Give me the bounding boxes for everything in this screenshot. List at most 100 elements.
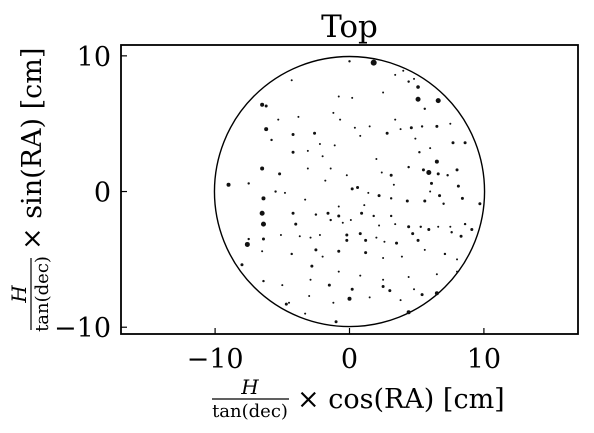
data-points bbox=[227, 60, 482, 324]
data-point bbox=[359, 135, 361, 137]
data-point bbox=[314, 248, 317, 251]
data-point bbox=[408, 276, 410, 278]
data-point bbox=[304, 313, 306, 315]
data-point bbox=[285, 303, 288, 306]
data-point bbox=[337, 250, 340, 253]
data-point bbox=[345, 233, 348, 236]
data-point bbox=[413, 288, 415, 290]
data-point bbox=[307, 150, 309, 152]
data-point bbox=[313, 132, 316, 135]
data-point bbox=[437, 226, 439, 228]
data-point bbox=[247, 182, 249, 184]
data-point bbox=[388, 289, 391, 292]
data-point bbox=[247, 238, 249, 240]
data-point bbox=[429, 191, 431, 193]
data-point bbox=[394, 74, 396, 76]
data-point bbox=[372, 215, 374, 217]
data-point bbox=[417, 239, 420, 242]
data-point bbox=[324, 180, 326, 182]
data-point bbox=[442, 203, 444, 205]
data-point bbox=[383, 241, 385, 243]
data-point bbox=[342, 222, 344, 224]
data-point bbox=[299, 235, 301, 237]
data-point bbox=[292, 212, 295, 215]
data-point bbox=[414, 138, 416, 140]
data-point bbox=[348, 297, 352, 301]
data-point bbox=[326, 212, 329, 215]
data-point bbox=[307, 167, 309, 169]
data-point bbox=[410, 126, 413, 129]
x-tick-label: −10 bbox=[187, 344, 244, 375]
data-point bbox=[328, 284, 331, 287]
data-point bbox=[435, 125, 438, 128]
data-point bbox=[413, 78, 415, 80]
data-point bbox=[227, 183, 231, 187]
y-axis-label: H tan(dec) × sin(RA) [cm] bbox=[7, 48, 53, 332]
y-tick-label: 10 bbox=[77, 42, 111, 73]
data-point bbox=[339, 119, 341, 121]
data-point bbox=[407, 310, 411, 314]
data-point bbox=[420, 226, 422, 228]
data-point bbox=[274, 190, 276, 192]
data-point bbox=[261, 250, 263, 252]
data-point bbox=[351, 187, 354, 190]
data-point bbox=[369, 125, 371, 127]
data-point bbox=[382, 279, 384, 281]
data-point bbox=[423, 200, 426, 203]
data-point bbox=[378, 194, 381, 197]
data-point bbox=[456, 271, 458, 273]
data-point bbox=[390, 215, 392, 217]
data-point bbox=[262, 280, 264, 282]
data-point bbox=[337, 214, 340, 217]
data-point bbox=[390, 197, 392, 199]
data-point bbox=[400, 299, 402, 301]
data-point bbox=[367, 192, 369, 194]
data-point bbox=[470, 228, 473, 231]
data-point bbox=[310, 265, 313, 268]
data-point bbox=[401, 256, 403, 258]
data-point bbox=[345, 239, 348, 242]
data-point bbox=[421, 125, 423, 127]
data-point bbox=[294, 223, 297, 226]
data-point bbox=[364, 239, 367, 242]
data-point bbox=[240, 263, 243, 266]
data-point bbox=[435, 160, 439, 164]
data-point bbox=[437, 172, 440, 175]
data-point bbox=[464, 141, 467, 144]
data-point bbox=[375, 158, 377, 160]
x-tick-label: 0 bbox=[341, 344, 358, 375]
data-point bbox=[330, 167, 332, 169]
x-label-frac-num: H bbox=[240, 375, 259, 399]
data-point bbox=[322, 155, 324, 157]
chart-title: Top bbox=[321, 9, 378, 45]
data-point bbox=[297, 116, 299, 118]
data-point bbox=[407, 80, 409, 82]
y-tick-label: 0 bbox=[94, 178, 111, 209]
data-point bbox=[424, 249, 426, 251]
data-point bbox=[329, 219, 331, 221]
data-point bbox=[261, 222, 266, 227]
y-label-frac-den: tan(dec) bbox=[32, 256, 53, 332]
data-point bbox=[351, 97, 353, 99]
data-point bbox=[332, 302, 334, 304]
data-point bbox=[322, 256, 324, 258]
data-point bbox=[429, 147, 431, 149]
data-point bbox=[364, 251, 367, 254]
data-point bbox=[394, 223, 396, 225]
x-tick-label: 10 bbox=[467, 344, 501, 375]
data-point bbox=[386, 132, 389, 135]
data-point bbox=[381, 172, 383, 174]
data-point bbox=[382, 91, 384, 93]
data-point bbox=[407, 225, 410, 228]
data-point bbox=[446, 174, 448, 176]
data-point bbox=[304, 199, 306, 201]
data-point bbox=[319, 234, 321, 236]
data-point bbox=[406, 200, 409, 203]
x-axis-label: H tan(dec) × cos(RA) [cm] bbox=[212, 375, 505, 422]
data-point bbox=[438, 194, 441, 197]
data-point bbox=[288, 302, 290, 304]
data-point bbox=[262, 238, 265, 241]
data-point bbox=[354, 127, 356, 129]
data-point bbox=[359, 275, 361, 277]
